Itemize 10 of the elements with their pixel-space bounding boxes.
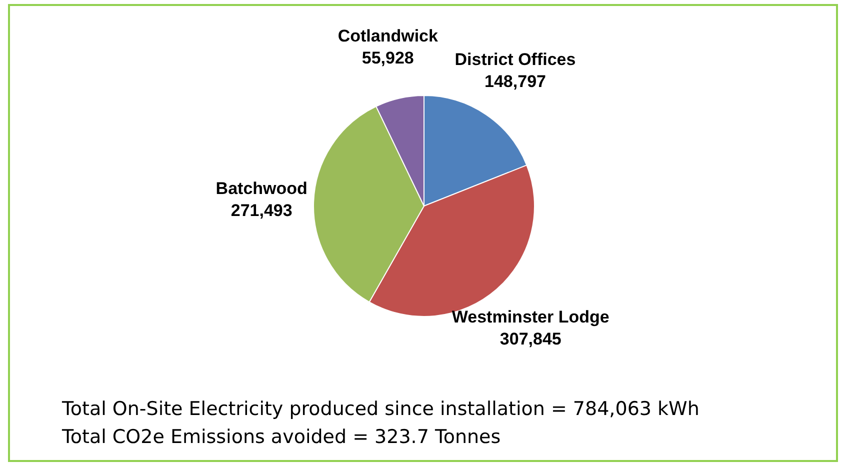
data-label: 55,928 (362, 48, 414, 68)
text: Total CO2e Emissions avoided = 323.7 Tonnes (61, 426, 501, 448)
slice-label: Cotlandwick (338, 26, 438, 46)
text: Total On-Site Electricity produced since installation = 784,063 kWh (61, 398, 700, 420)
data-label: 307,845 (500, 329, 562, 348)
data-label: 271,493 (230, 201, 292, 220)
slice-label: Westminster Lodge (452, 307, 610, 326)
slice-label: Batchwood (216, 179, 308, 198)
slice-label: District Offices (454, 50, 576, 70)
data-label: 148,797 (484, 72, 546, 92)
